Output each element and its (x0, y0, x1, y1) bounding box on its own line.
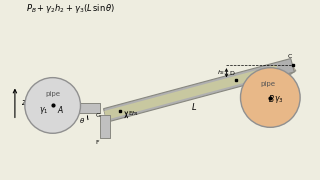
Text: $P_B + \gamma_2 h_2 + \gamma_3 (L\,\sin\theta)$: $P_B + \gamma_2 h_2 + \gamma_3 (L\,\sin\… (26, 2, 115, 15)
Text: $\gamma_3$: $\gamma_3$ (274, 94, 283, 105)
Polygon shape (104, 65, 279, 120)
Text: pipe: pipe (45, 91, 60, 96)
Circle shape (25, 78, 81, 133)
Text: $h_1$: $h_1$ (131, 109, 140, 118)
Text: E: E (128, 111, 132, 116)
Text: D: D (229, 71, 234, 76)
Polygon shape (104, 58, 294, 122)
Text: C: C (287, 54, 292, 59)
Text: $\gamma_1$: $\gamma_1$ (39, 105, 48, 116)
Text: B: B (269, 95, 274, 104)
Text: F: F (96, 140, 99, 145)
Text: $L$: $L$ (191, 101, 198, 112)
Text: pipe: pipe (261, 81, 276, 87)
Circle shape (241, 68, 300, 127)
Text: $h_2$: $h_2$ (218, 68, 226, 77)
Text: $\theta$: $\theta$ (79, 116, 86, 125)
Text: $z$: $z$ (21, 98, 27, 107)
Text: G: G (96, 113, 101, 118)
Text: A: A (57, 106, 62, 115)
